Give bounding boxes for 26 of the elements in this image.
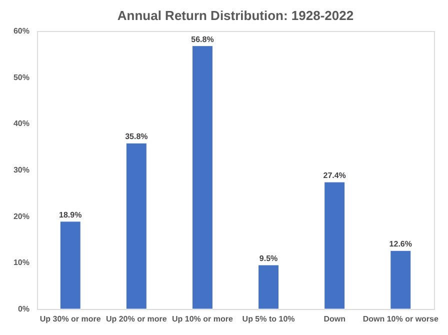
bar (126, 142, 147, 310)
bar (60, 221, 81, 310)
y-tick-label: 50% (13, 72, 30, 82)
x-tick-label: Down (324, 314, 346, 324)
chart-title: Annual Return Distribution: 1928-2022 (117, 8, 354, 23)
data-label: 12.6% (389, 240, 412, 249)
bar (324, 182, 346, 310)
bar (258, 264, 280, 310)
y-tick-label: 60% (13, 26, 30, 36)
x-tick-label: Up 30% or more (40, 314, 102, 324)
data-label: 56.8% (191, 34, 214, 44)
y-tick-label: 0% (18, 304, 30, 314)
x-tick-label: Down 10% or worse (362, 314, 439, 324)
bar (192, 46, 213, 310)
data-label: 18.9% (59, 210, 82, 220)
y-tick-label: 10% (13, 258, 30, 268)
y-tick-label: 40% (13, 119, 30, 128)
x-tick-label: Up 5% to 10% (242, 314, 295, 324)
data-label: 27.4% (323, 171, 346, 180)
x-tick-label: Up 20% or more (106, 314, 168, 324)
y-tick-label: 30% (13, 166, 30, 174)
bar (390, 250, 412, 310)
y-tick-label: 20% (13, 212, 30, 221)
x-tick-label: Up 10% or more (172, 314, 234, 324)
data-label: 35.8% (125, 132, 148, 142)
data-label: 9.5% (259, 254, 278, 263)
